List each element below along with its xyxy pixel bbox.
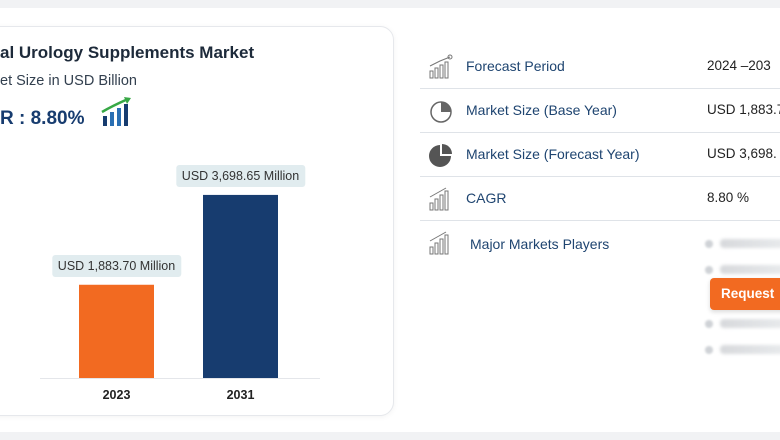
- pie-chart-icon: [430, 101, 452, 123]
- blurred-player-name: [720, 265, 780, 274]
- x-tick-label-2031: 2031: [226, 388, 255, 402]
- bar-2023: [79, 284, 154, 378]
- blurred-bullet: [705, 346, 713, 354]
- x-tick-label-2023: 2023: [102, 388, 131, 402]
- bar-chart-growth-icon: [429, 54, 453, 79]
- table-row-base-year: Market Size (Base Year) USD 1,883.7: [420, 88, 780, 133]
- row-label: Market Size (Base Year): [466, 102, 617, 118]
- chart-title: al Urology Supplements Market: [0, 43, 255, 62]
- table-row-major-players: Major Markets Players: [420, 220, 780, 370]
- blurred-player-name: [720, 319, 780, 328]
- chart-subtitle: et Size in USD Billion: [0, 73, 137, 89]
- bar-2031: [203, 194, 278, 378]
- row-value: 8.80 %: [707, 190, 750, 205]
- blurred-bullet: [705, 320, 713, 328]
- data-label-2023: USD 1,883.70 Million: [51, 254, 182, 277]
- row-value: 2024 –203: [707, 58, 771, 73]
- pie-chart-filled-icon: [429, 144, 452, 167]
- request-sample-button[interactable]: Request: [710, 278, 780, 310]
- row-label: CAGR: [466, 190, 507, 206]
- row-value: USD 1,883.7: [707, 102, 780, 117]
- blurred-bullet: [705, 266, 713, 274]
- bar-chart-icon: [429, 231, 449, 255]
- row-label: Major Markets Players: [470, 236, 610, 252]
- table-row-forecast-period: Forecast Period 2024 –203: [420, 44, 780, 89]
- table-row-forecast-year: Market Size (Forecast Year) USD 3,698.: [420, 132, 780, 177]
- cagr-headline: R : 8.80%: [0, 108, 85, 129]
- blurred-player-name: [720, 239, 780, 248]
- bar-chart-icon: [429, 187, 449, 211]
- table-row-cagr: CAGR 8.80 %: [420, 176, 780, 221]
- bar-chart: [40, 194, 320, 379]
- blurred-bullet: [705, 240, 713, 248]
- chart-card: [0, 26, 394, 416]
- row-label: Market Size (Forecast Year): [466, 146, 640, 162]
- blurred-player-name: [720, 345, 780, 354]
- row-label: Forecast Period: [466, 58, 565, 74]
- growth-chart-icon: [101, 97, 131, 126]
- row-value: USD 3,698.: [707, 146, 777, 161]
- data-label-2031: USD 3,698.65 Million: [175, 164, 306, 187]
